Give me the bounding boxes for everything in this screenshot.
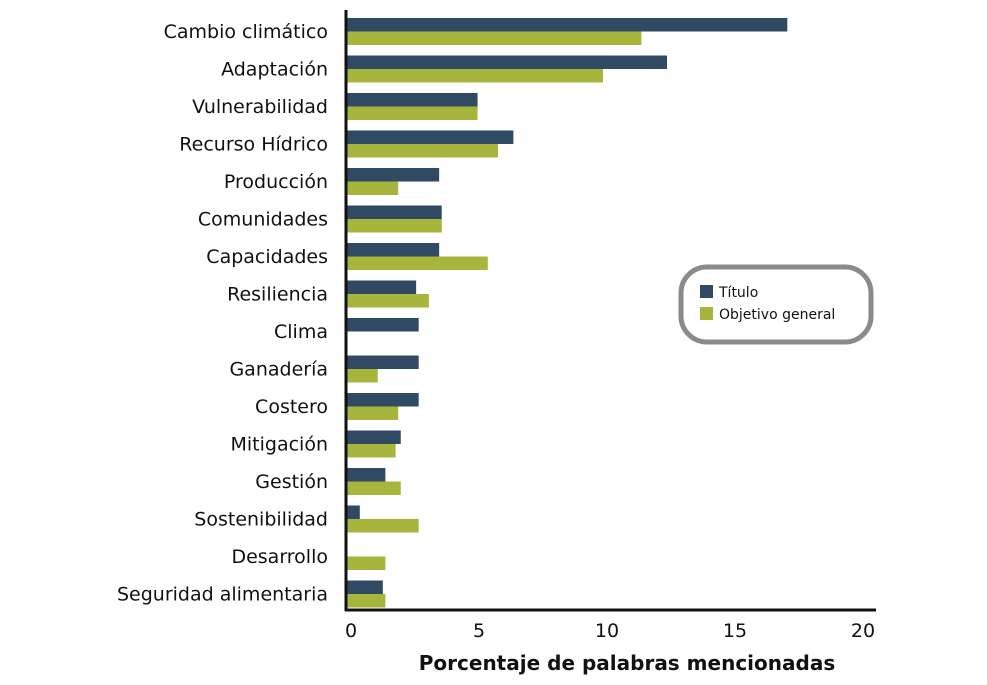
bar-titulo bbox=[347, 168, 440, 182]
category-label: Capacidades bbox=[206, 246, 328, 268]
category-label: Costero bbox=[255, 396, 328, 418]
bar-objetivo bbox=[347, 369, 378, 383]
bar-titulo bbox=[347, 468, 386, 482]
category-label: Vulnerabilidad bbox=[192, 96, 328, 118]
bar-objetivo bbox=[347, 219, 442, 233]
bar-objetivo bbox=[347, 256, 488, 270]
category-label: Ganadería bbox=[229, 359, 328, 381]
category-label: Mitigación bbox=[231, 434, 329, 456]
bar-titulo bbox=[347, 430, 401, 444]
category-label: Comunidades bbox=[198, 209, 328, 231]
category-labels: Cambio climático Adaptación Vulnerabilidad… bbox=[117, 21, 328, 606]
bar-titulo bbox=[347, 280, 417, 294]
bars-group bbox=[347, 18, 788, 608]
bar-objetivo bbox=[347, 181, 399, 195]
category-label: Producción bbox=[224, 171, 328, 193]
bar-objetivo bbox=[347, 556, 386, 570]
bar-objetivo bbox=[347, 106, 478, 120]
bar-titulo bbox=[347, 18, 788, 32]
bar-titulo bbox=[347, 393, 419, 407]
bar-titulo bbox=[347, 580, 383, 594]
bar-objetivo bbox=[347, 519, 419, 533]
legend: Título Objetivo general bbox=[678, 264, 874, 345]
bar-titulo bbox=[347, 355, 419, 369]
legend-frame bbox=[678, 264, 874, 345]
bar-objetivo bbox=[347, 481, 401, 495]
bar-objetivo bbox=[347, 31, 642, 45]
bar-titulo bbox=[347, 130, 514, 144]
bar-titulo bbox=[347, 205, 442, 219]
bar-objetivo bbox=[347, 144, 499, 158]
x-tick-label: 0 bbox=[345, 620, 357, 642]
category-label: Sostenibilidad bbox=[194, 509, 328, 531]
legend-label-objetivo: Objetivo general bbox=[719, 307, 835, 323]
legend-swatch-objetivo bbox=[700, 307, 713, 320]
category-label: Desarrollo bbox=[231, 546, 328, 568]
x-tick-labels: 0 5 10 15 20 bbox=[345, 620, 875, 642]
category-label: Cambio climático bbox=[164, 21, 328, 43]
bar-objetivo bbox=[347, 444, 396, 458]
legend-swatch-titulo bbox=[700, 285, 713, 298]
bar-titulo bbox=[347, 505, 360, 519]
x-tick-label: 20 bbox=[851, 620, 875, 642]
bar-objetivo bbox=[347, 294, 429, 308]
bar-objetivo bbox=[347, 594, 386, 608]
x-tick-label: 15 bbox=[723, 620, 747, 642]
x-tick-label: 10 bbox=[595, 620, 619, 642]
bar-titulo bbox=[347, 55, 667, 69]
bar-titulo bbox=[347, 318, 419, 332]
x-axis-label: Porcentaje de palabras mencionadas bbox=[419, 651, 835, 675]
category-label: Adaptación bbox=[221, 59, 328, 81]
bar-objetivo bbox=[347, 69, 603, 83]
category-label: Recurso Hídrico bbox=[179, 134, 328, 156]
x-tick-label: 5 bbox=[473, 620, 485, 642]
bar-titulo bbox=[347, 243, 440, 257]
category-label: Seguridad alimentaria bbox=[117, 584, 328, 606]
bar-titulo bbox=[347, 93, 478, 107]
legend-label-titulo: Título bbox=[718, 285, 758, 301]
category-label: Resiliencia bbox=[227, 284, 328, 306]
category-label: Clima bbox=[274, 321, 328, 343]
category-label: Gestión bbox=[255, 471, 328, 493]
bar-objetivo bbox=[347, 406, 399, 420]
